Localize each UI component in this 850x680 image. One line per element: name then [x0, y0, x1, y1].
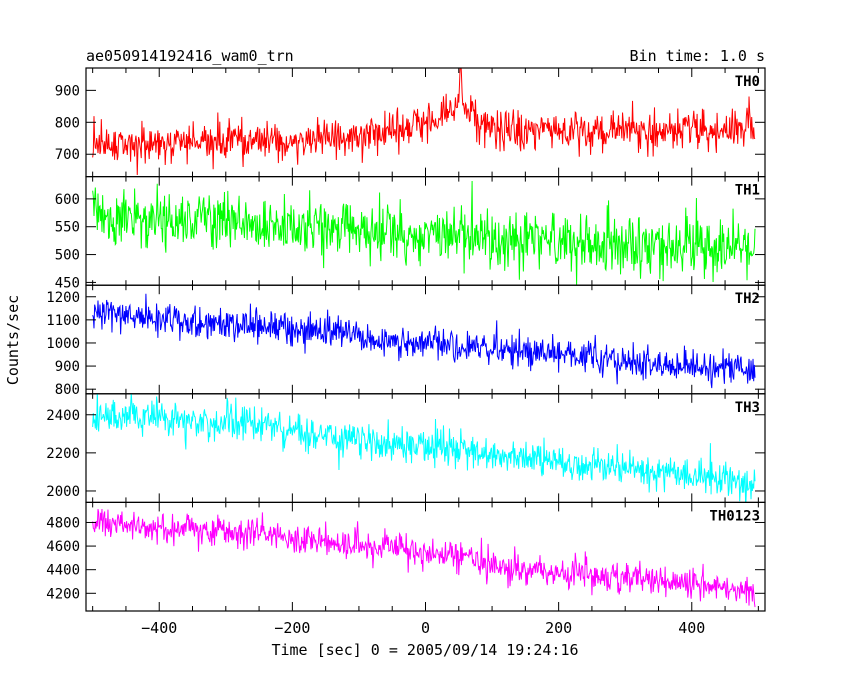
x-axis-label: Time [sec] 0 = 2005/09/14 19:24:16: [271, 641, 578, 659]
y-tick-label: 800: [55, 382, 80, 398]
series-line-th3: [92, 393, 756, 503]
y-tick-label: 1100: [46, 313, 80, 329]
y-tick-label: 900: [55, 83, 80, 99]
panel-th0123: 4200 4400 4600 4800 TH0123: [46, 501, 766, 612]
panel-th3: 2000 2200 2400 TH3: [46, 393, 766, 503]
panel-label: TH0: [735, 74, 760, 90]
y-tick-label: 900: [55, 359, 80, 375]
series-line-th0123: [92, 508, 756, 608]
y-tick-label: 2000: [46, 484, 80, 500]
y-tick-label: 2400: [46, 408, 80, 424]
y-tick-label: 550: [55, 220, 80, 236]
bin-time-label: Bin time: 1.0 s: [630, 47, 765, 65]
x-tick-label: −200: [274, 619, 310, 637]
y-tick-label: 800: [55, 115, 80, 131]
y-tick-label: 700: [55, 147, 80, 163]
y-tick-label: 1000: [46, 336, 80, 352]
panel-th1: 450 500 550 600 TH1: [55, 176, 766, 291]
panel-label: TH0123: [709, 508, 760, 524]
series-line-th2: [92, 293, 756, 389]
panel-th2: 800 900 1000 1100 1200 TH2: [46, 284, 766, 398]
y-tick-label: 450: [55, 275, 80, 291]
panel-th0: 700 800 900 TH0: [55, 67, 766, 178]
y-tick-label: 600: [55, 192, 80, 208]
x-tick-label: 200: [545, 619, 572, 637]
panels-group: 700 800 900 TH0 450 500 550 600 TH1 800 900 1000 110…: [46, 67, 766, 637]
y-tick-label: 4200: [46, 586, 80, 602]
y-tick-label: 4600: [46, 539, 80, 555]
series-line-th0: [92, 68, 756, 176]
y-tick-label: 2200: [46, 446, 80, 462]
x-tick-label: 0: [421, 619, 430, 637]
x-tick-label: 400: [678, 619, 705, 637]
y-tick-label: 1200: [46, 290, 80, 306]
panel-label: TH2: [735, 291, 760, 307]
x-tick-label: −400: [141, 619, 177, 637]
panel-label: TH3: [735, 400, 760, 416]
figure-title: ae050914192416_wam0_trn: [86, 47, 294, 65]
y-tick-label: 4400: [46, 563, 80, 579]
series-line-th1: [92, 181, 756, 285]
panel-label: TH1: [735, 183, 760, 199]
y-axis-label: Counts/sec: [4, 295, 22, 385]
y-tick-label: 4800: [46, 515, 80, 531]
y-tick-label: 500: [55, 248, 80, 264]
